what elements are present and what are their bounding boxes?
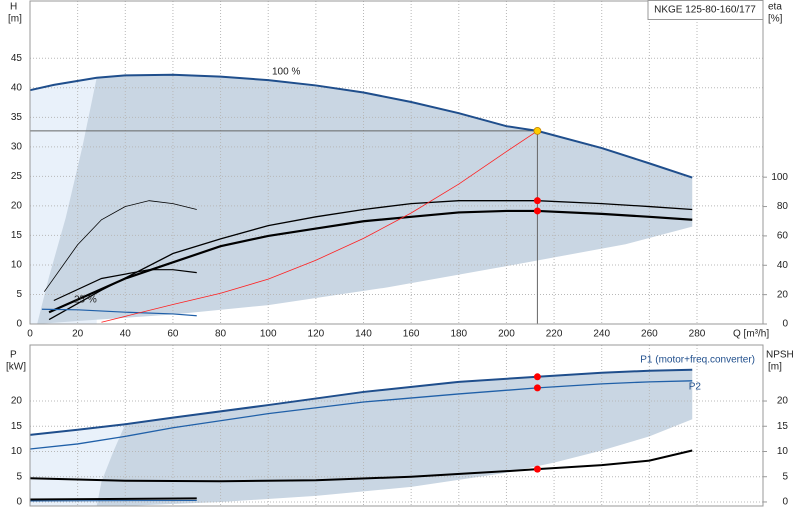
x-tick-label: 200 [498,329,515,340]
y-tick-label: 35 [11,112,23,123]
operating-region [96,369,693,506]
annotation: 25 % [74,295,97,306]
duty-marker [533,197,541,205]
annotation: 100 % [272,67,300,78]
chart-title: NKGE 125-80-160/177 [654,5,756,16]
y2-tick-label: 20 [777,396,789,407]
y2-tick-label: 20 [777,289,789,300]
x-tick-label: 100 [260,329,277,340]
series-line [29,449,693,483]
duty-marker [533,384,541,392]
y2-tick-label: 40 [777,260,789,271]
y-tick-label: 45 [11,53,23,64]
y-tick-label: 5 [16,289,22,300]
y-tick-label: 10 [11,446,23,457]
y2-axis-unit: [%] [768,14,783,25]
y-tick-label: 0 [16,497,22,508]
top-frame [29,0,764,325]
x-axis-label: Q [m³/h] [733,329,769,340]
y2-tick-label: 5 [782,471,788,482]
y-tick-label: 30 [11,141,23,152]
x-tick-label: 60 [167,329,179,340]
y-tick-label: 40 [11,82,23,93]
y2-axis-unit: [m] [768,362,782,373]
x-tick-label: 220 [546,329,563,340]
x-tick-label: 140 [355,329,372,340]
x-tick-label: 20 [72,329,84,340]
series-label: P2 [689,382,702,393]
duty-marker [533,127,542,135]
duty-marker [533,373,541,381]
y2-tick-label: 100 [771,172,788,183]
y2-tick-label: 0 [782,319,788,330]
series-line [29,380,693,450]
y-tick-label: 5 [16,471,22,482]
series-line [43,200,197,292]
x-tick-label: 280 [689,329,706,340]
bottom-frame [29,344,764,507]
series-line [29,73,693,179]
x-tick-label: 120 [308,329,325,340]
y-tick-label: 15 [11,230,23,241]
y2-tick-label: 15 [777,421,789,432]
y-axis-unit: [m] [8,14,22,25]
x-tick-label: 0 [27,329,33,340]
y-tick-label: 20 [11,396,23,407]
y-axis-label: P [10,350,17,361]
series-line [48,200,693,321]
series-line [101,130,538,323]
series-line [53,269,197,302]
series-line [29,368,693,436]
series-line [41,308,197,317]
series-label: P1 (motor+freq.converter) [640,355,755,366]
x-tick-label: 40 [120,329,132,340]
series-line [48,209,693,314]
x-tick-label: 80 [215,329,227,340]
y-tick-label: 15 [11,421,23,432]
x-tick-label: 240 [593,329,610,340]
y2-axis-label: NPSH [766,350,794,361]
data-layer [29,73,693,502]
x-tick-label: 160 [403,329,420,340]
x-tick-label: 180 [450,329,467,340]
series-line [29,497,197,501]
y-axis-unit: [kW] [6,362,26,373]
y-tick-label: 0 [16,319,22,330]
y-tick-label: 25 [11,171,23,182]
series-line [29,499,197,502]
operating-region [37,74,693,324]
background-layer [30,74,693,506]
duty-marker [533,465,541,473]
x-tick-label: 260 [641,329,658,340]
y-tick-label: 10 [11,260,23,271]
grid-layer [29,1,763,506]
y2-tick-label: 80 [777,201,789,212]
y-axis-label: H [10,2,17,13]
y-tick-label: 20 [11,201,23,212]
duty-marker [533,207,541,215]
y2-axis-label: eta [768,2,782,13]
y2-tick-label: 0 [782,497,788,508]
y2-tick-label: 10 [777,446,789,457]
y2-tick-label: 60 [777,231,789,242]
title-box [647,0,764,20]
